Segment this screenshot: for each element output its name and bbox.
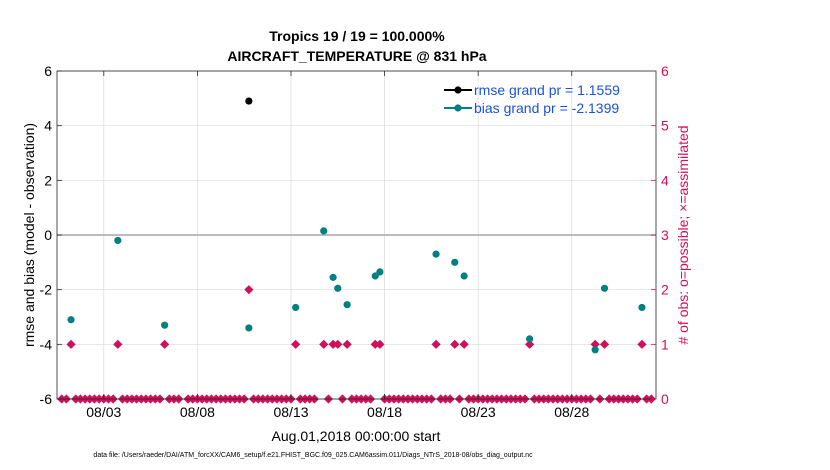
bias-point bbox=[376, 268, 384, 276]
x-tick-label: 08/28 bbox=[554, 404, 589, 420]
bias-point bbox=[245, 324, 253, 332]
obs-count-point bbox=[342, 339, 352, 349]
right-y-tick-label: 2 bbox=[661, 282, 669, 298]
bias-point bbox=[460, 272, 468, 280]
left-y-axis-label: rmse and bias (model - observation) bbox=[21, 123, 37, 347]
chart-subtitle: AIRCRAFT_TEMPERATURE @ 831 hPa bbox=[227, 48, 486, 64]
x-tick-label: 08/23 bbox=[461, 404, 496, 420]
left-y-tick-label: 6 bbox=[44, 63, 52, 79]
left-y-tick-label: -4 bbox=[40, 336, 53, 352]
obs-count-point bbox=[590, 339, 600, 349]
x-axis-label: Aug.01,2018 00:00:00 start bbox=[272, 428, 441, 444]
obs-count-point bbox=[375, 339, 385, 349]
x-tick-label: 08/03 bbox=[86, 404, 121, 420]
obs-count-point bbox=[244, 285, 254, 295]
obs-count-point bbox=[160, 339, 170, 349]
left-y-tick-label: 4 bbox=[44, 118, 52, 134]
bias-point bbox=[600, 284, 609, 292]
bias-point bbox=[114, 236, 122, 245]
x-tick-label: 08/18 bbox=[367, 404, 402, 420]
legend-bias-marker bbox=[454, 104, 462, 112]
right-y-tick-label: 6 bbox=[661, 63, 669, 79]
right-y-tick-label: 0 bbox=[661, 391, 669, 407]
obs-count-point bbox=[599, 339, 610, 349]
chart-title: Tropics 19 / 19 = 100.000% bbox=[269, 28, 445, 44]
bias-point bbox=[343, 301, 351, 309]
bias-point bbox=[320, 227, 328, 235]
obs-count-point bbox=[328, 339, 338, 349]
right-y-axis-label: # of obs: o=possible; ×=assimilated bbox=[675, 125, 691, 344]
obs-count-point bbox=[637, 339, 647, 349]
legend-rmse-label: rmse grand pr = 1.1559 bbox=[474, 82, 620, 98]
bias-point bbox=[161, 321, 169, 329]
bias-point bbox=[451, 258, 459, 266]
bias-point bbox=[526, 335, 534, 343]
legend: rmse grand pr = 1.1559 bias grand pr = -… bbox=[444, 82, 620, 116]
right-y-tick-label: 3 bbox=[661, 227, 669, 243]
right-y-tick-label: 1 bbox=[661, 336, 669, 352]
obs-count-point bbox=[525, 339, 535, 349]
obs-count-point bbox=[459, 339, 469, 349]
left-y-tick-label: 2 bbox=[44, 172, 52, 188]
right-y-tick-label: 5 bbox=[661, 118, 669, 134]
left-y-tick-label: 0 bbox=[44, 227, 52, 243]
right-y-axis-ticks: 0 1 2 3 4 5 6 bbox=[651, 63, 669, 407]
right-y-tick-label: 4 bbox=[661, 172, 669, 188]
obs-count-point bbox=[450, 339, 460, 349]
bias-point bbox=[638, 303, 646, 312]
bias-point bbox=[371, 272, 379, 280]
left-y-tick-label: -2 bbox=[40, 282, 53, 298]
obs-count-point bbox=[333, 339, 343, 349]
obs-count-point bbox=[113, 339, 123, 349]
bias-point bbox=[334, 284, 342, 292]
bias-series bbox=[67, 227, 646, 354]
bias-point bbox=[329, 273, 337, 281]
obs-count-point bbox=[319, 339, 329, 349]
legend-bias-label: bias grand pr = -2.1399 bbox=[474, 100, 619, 116]
x-tick-label: 08/13 bbox=[273, 404, 308, 420]
obs-count-point bbox=[370, 339, 380, 349]
legend-rmse-marker bbox=[454, 86, 462, 94]
bias-point bbox=[292, 303, 300, 312]
x-axis-ticks: 08/03 08/08 08/13 08/18 08/23 08/28 bbox=[86, 71, 589, 420]
bias-point bbox=[591, 346, 599, 354]
rmse-series bbox=[245, 97, 253, 105]
bias-point bbox=[67, 316, 75, 324]
left-y-tick-label: -6 bbox=[40, 391, 53, 407]
obs-count-point bbox=[431, 339, 441, 349]
left-y-axis-ticks: -6 -4 -2 0 2 4 6 bbox=[40, 63, 62, 407]
bias-point bbox=[432, 250, 440, 258]
rmse-point bbox=[245, 97, 253, 105]
obs-count-point bbox=[66, 339, 76, 349]
x-tick-label: 08/08 bbox=[180, 404, 215, 420]
footer-data-file: data file: /Users/raeder/DAI/ATM_forcXX/… bbox=[93, 452, 533, 459]
obs-count-point bbox=[291, 339, 301, 349]
